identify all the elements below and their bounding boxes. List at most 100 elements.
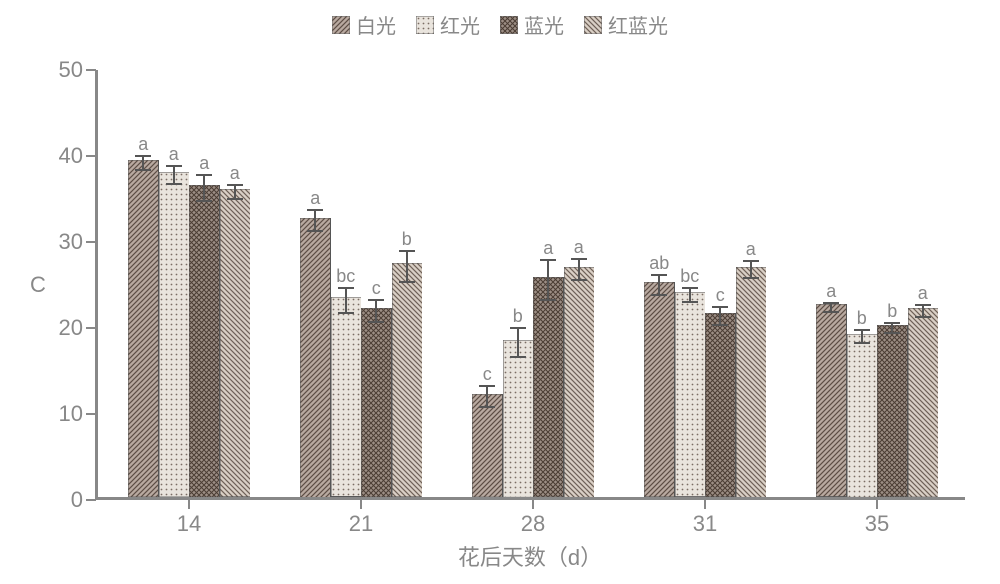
significance-label: a [543,238,553,259]
error-cap [571,258,587,260]
x-axis-title: 花后天数（d） [95,540,965,572]
bar-blue [189,185,220,497]
error-cap [743,260,759,262]
error-cap [227,184,243,186]
error-bar [375,300,377,322]
error-cap [571,279,587,281]
significance-label: a [199,153,209,174]
error-cap [307,230,323,232]
y-tick-label: 50 [43,57,83,83]
y-tick [86,327,96,329]
error-cap [166,165,182,167]
error-cap [510,356,526,358]
significance-label: bc [336,266,355,287]
legend-swatch-redblue [584,16,602,34]
bar-red [847,334,878,497]
x-tick [532,499,534,509]
legend-swatch-white [332,16,350,34]
error-bar [719,307,721,324]
legend-item-redblue: 红蓝光 [584,10,668,39]
error-cap [884,332,900,334]
error-cap [682,301,698,303]
error-bar [578,259,580,280]
bar-redblue [392,263,423,497]
error-cap [682,287,698,289]
error-cap [854,342,870,344]
error-bar [406,251,408,282]
error-cap [307,209,323,211]
plot-area: 0102030405014aaaa21abccb28cbaa31abbcca35… [95,70,965,500]
legend-label: 红蓝光 [608,16,668,38]
significance-label: a [169,144,179,165]
bar-blue [877,325,908,497]
error-cap [540,299,556,301]
error-cap [338,287,354,289]
error-bar [345,288,347,314]
bar-red [331,297,362,497]
error-cap [915,316,931,318]
error-bar [517,328,519,357]
error-bar [658,275,660,296]
error-cap [166,183,182,185]
y-tick [86,155,96,157]
error-bar [173,166,175,183]
y-tick [86,499,96,501]
error-cap [712,306,728,308]
x-tick-label: 31 [693,511,717,537]
bar-white [816,304,847,497]
error-cap [854,329,870,331]
significance-label: a [918,283,928,304]
error-cap [884,322,900,324]
significance-label: ab [649,253,669,274]
bar-red [675,292,706,497]
x-tick [704,499,706,509]
significance-label: b [402,229,412,250]
significance-label: bc [680,266,699,287]
y-tick-label: 30 [43,229,83,255]
error-cap [712,324,728,326]
bar-white [128,160,159,497]
y-tick [86,241,96,243]
legend-swatch-blue [500,16,518,34]
significance-label: b [513,306,523,327]
legend-item-blue: 蓝光 [500,10,564,39]
x-tick [876,499,878,509]
bar-redblue [908,308,939,497]
bar-redblue [564,267,595,497]
x-tick-label: 35 [865,511,889,537]
y-tick-label: 10 [43,401,83,427]
significance-label: a [230,163,240,184]
significance-label: a [746,239,756,260]
y-axis-title: C [30,272,46,298]
error-cap [368,321,384,323]
significance-label: a [574,237,584,258]
error-bar [750,261,752,278]
bar-redblue [736,267,767,497]
error-cap [915,304,931,306]
legend-label: 蓝光 [524,16,564,38]
error-cap [540,259,556,261]
significance-label: c [372,278,381,299]
bar-red [159,172,190,497]
bar-blue [533,277,564,497]
error-cap [368,299,384,301]
legend-swatch-red [416,16,434,34]
x-tick [188,499,190,509]
bar-red [503,340,534,497]
error-cap [510,327,526,329]
significance-label: c [483,364,492,385]
y-tick-label: 40 [43,143,83,169]
legend-label: 红光 [440,16,480,38]
error-cap [196,200,212,202]
error-cap [479,406,495,408]
error-bar [486,386,488,407]
y-tick [86,69,96,71]
x-tick-label: 21 [349,511,373,537]
chart-wrapper: 白光红光蓝光红蓝光 0102030405014aaaa21abccb28cbaa… [0,0,1000,584]
error-bar [203,175,205,201]
y-tick-label: 0 [43,487,83,513]
x-tick-label: 28 [521,511,545,537]
significance-label: a [138,134,148,155]
legend-label: 白光 [356,16,396,38]
error-cap [651,274,667,276]
